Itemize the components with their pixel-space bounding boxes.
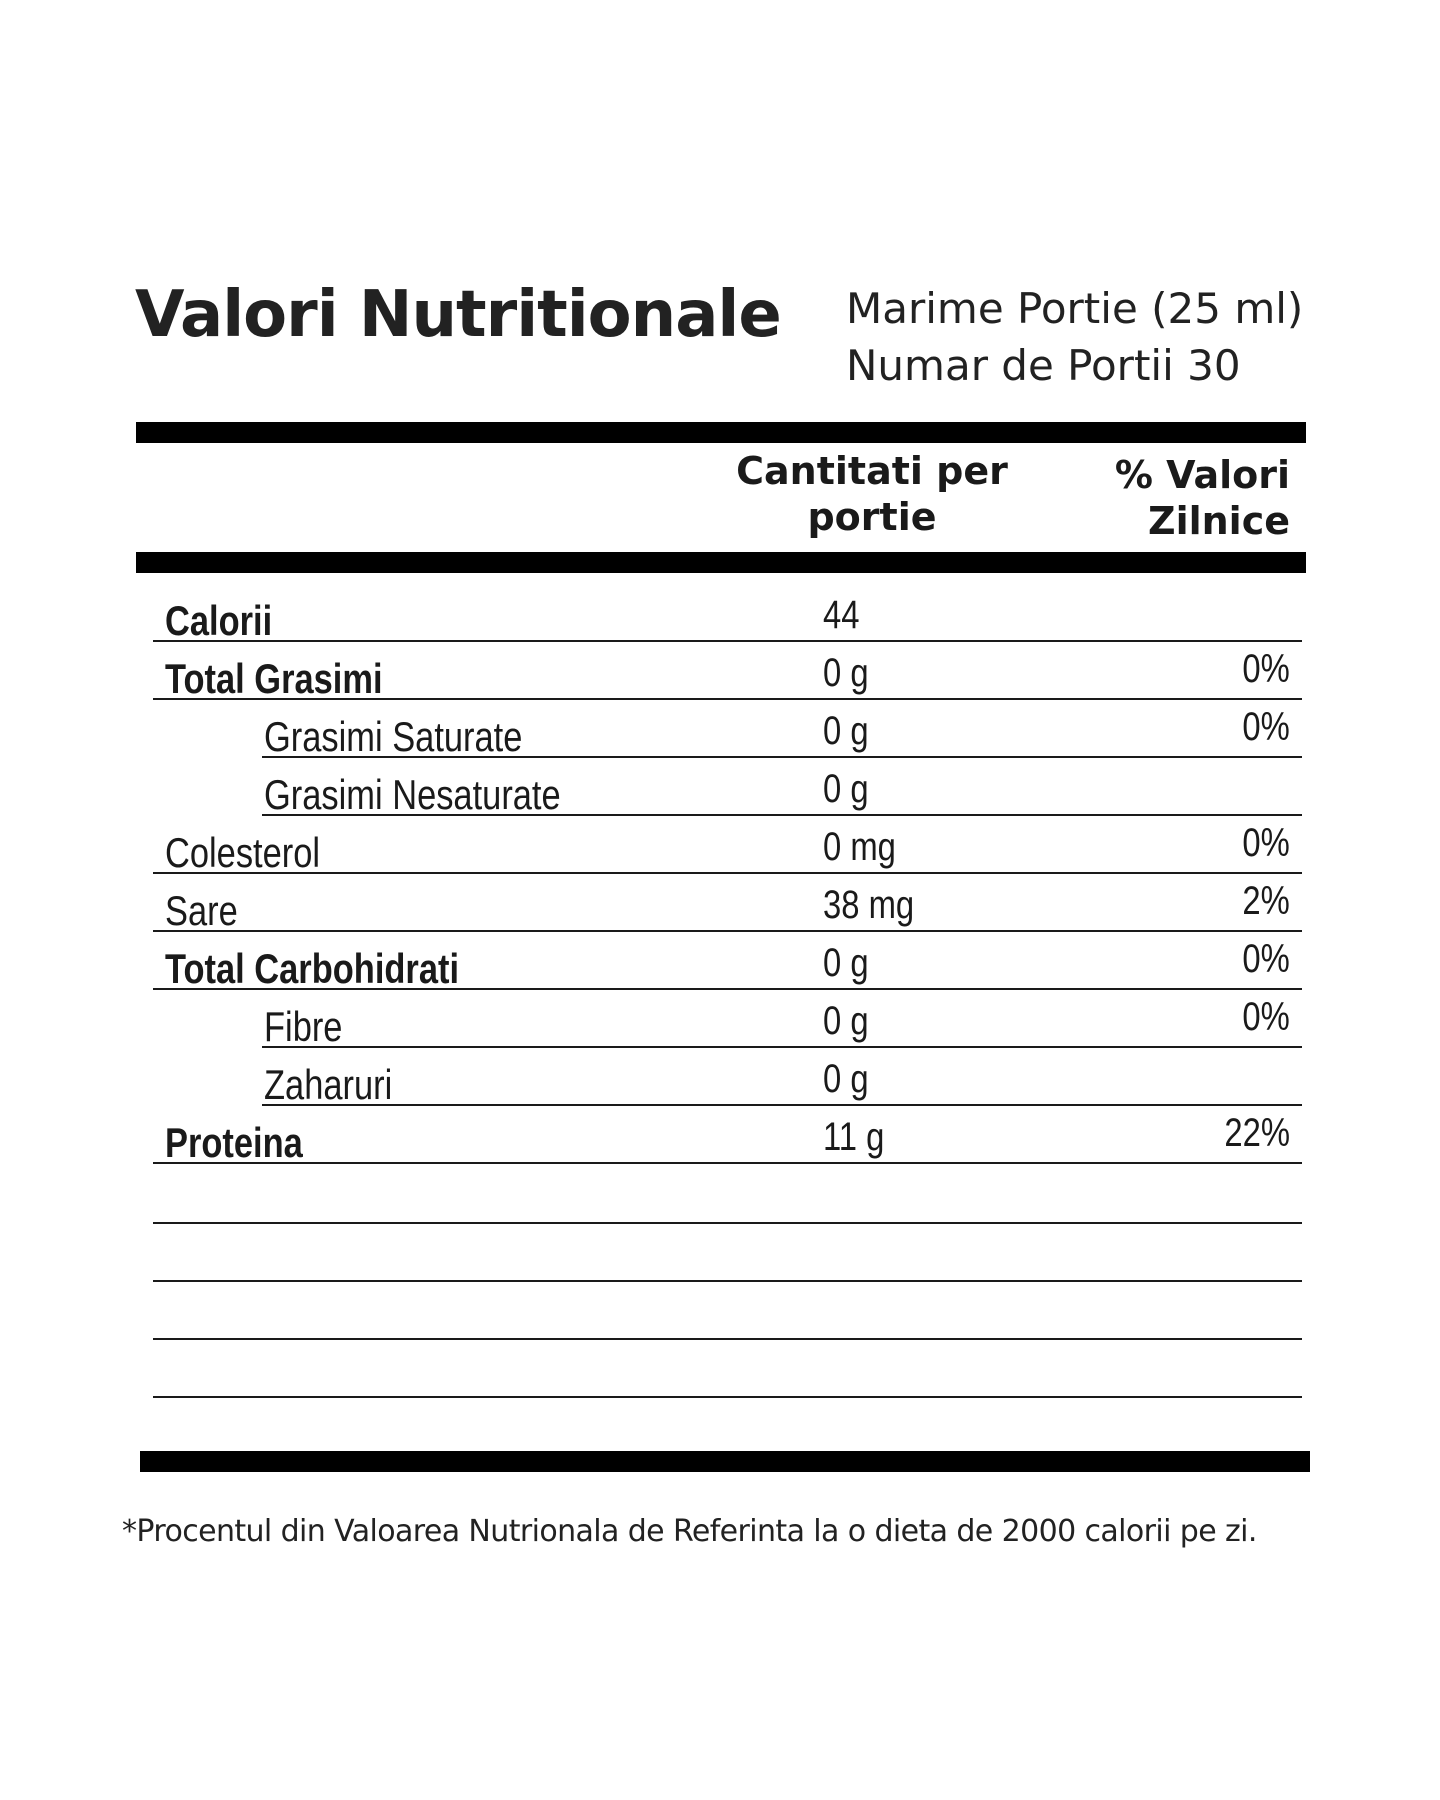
daily-value-column-header: % Valori Zilnice bbox=[1060, 452, 1290, 544]
amount-header-line1: Cantitati per bbox=[736, 449, 1008, 493]
nutrient-row-grasimi-nesaturate: Grasimi Nesaturate 0 g bbox=[262, 758, 1302, 818]
footnote: *Procentul din Valoarea Nutrionala de Re… bbox=[122, 1514, 1257, 1549]
empty-rule-line bbox=[153, 1338, 1302, 1340]
nutrient-name: Sare bbox=[165, 887, 238, 934]
top-divider bbox=[136, 422, 1306, 443]
nutrient-daily-value: 0% bbox=[1242, 995, 1290, 1039]
nutrient-row-calorii: Calorii 44 bbox=[153, 584, 1302, 644]
nutrient-row-zaharuri: Zaharuri 0 g bbox=[262, 1048, 1302, 1108]
label-title: Valori Nutritionale bbox=[135, 278, 782, 352]
nutrient-amount: 0 g bbox=[823, 651, 869, 695]
nutrient-daily-value: 0% bbox=[1242, 937, 1290, 981]
nutrient-row-grasimi-saturate: Grasimi Saturate 0 g 0% bbox=[262, 700, 1302, 760]
nutrient-row-sare: Sare 38 mg 2% bbox=[153, 874, 1302, 934]
nutrient-name: Colesterol bbox=[165, 829, 321, 876]
nutrient-name: Zaharuri bbox=[264, 1061, 393, 1108]
dv-header-line2: Zilnice bbox=[1148, 499, 1290, 543]
nutrient-row-total-carbohidrati: Total Carbohidrati 0 g 0% bbox=[153, 932, 1302, 992]
nutrient-name: Grasimi Nesaturate bbox=[264, 771, 561, 818]
nutrient-amount: 0 g bbox=[823, 709, 869, 753]
empty-rule-line bbox=[153, 1280, 1302, 1282]
bottom-divider bbox=[140, 1451, 1310, 1472]
nutrient-name: Grasimi Saturate bbox=[264, 713, 523, 760]
nutrient-amount: 0 mg bbox=[823, 825, 896, 869]
empty-rule-line bbox=[153, 1396, 1302, 1398]
header-divider bbox=[136, 552, 1306, 573]
serving-info: Marime Portie (25 ml) Numar de Portii 30 bbox=[846, 280, 1303, 394]
nutrient-row-proteina: Proteina 11 g 22% bbox=[153, 1106, 1302, 1166]
nutrient-daily-value: 2% bbox=[1242, 879, 1290, 923]
nutrient-amount: 11 g bbox=[823, 1115, 885, 1159]
nutrient-name: Total Carbohidrati bbox=[165, 945, 460, 992]
empty-rule-line bbox=[153, 1222, 1302, 1224]
nutrient-daily-value: 0% bbox=[1242, 647, 1290, 691]
nutrient-amount: 0 g bbox=[823, 941, 869, 985]
nutrient-amount: 38 mg bbox=[823, 883, 915, 927]
nutrient-daily-value: 0% bbox=[1242, 821, 1290, 865]
nutrient-amount: 0 g bbox=[823, 1057, 869, 1101]
nutrient-name: Proteina bbox=[165, 1119, 303, 1166]
nutrient-amount: 0 g bbox=[823, 767, 869, 811]
nutrient-daily-value: 0% bbox=[1242, 705, 1290, 749]
nutrient-name: Total Grasimi bbox=[165, 655, 383, 702]
nutrient-row-total-grasimi: Total Grasimi 0 g 0% bbox=[153, 642, 1302, 702]
nutrient-row-fibre: Fibre 0 g 0% bbox=[262, 990, 1302, 1050]
nutrient-amount: 44 bbox=[823, 593, 860, 637]
nutrient-daily-value: 22% bbox=[1224, 1111, 1290, 1155]
amount-column-header: Cantitati per portie bbox=[712, 448, 1032, 540]
amount-header-line2: portie bbox=[807, 495, 937, 539]
nutrient-row-colesterol: Colesterol 0 mg 0% bbox=[153, 816, 1302, 876]
nutrient-name: Fibre bbox=[264, 1003, 343, 1050]
serving-size: Marime Portie (25 ml) bbox=[846, 284, 1304, 333]
nutrient-name: Calorii bbox=[165, 597, 273, 644]
nutrient-amount: 0 g bbox=[823, 999, 869, 1043]
servings-count: Numar de Portii 30 bbox=[846, 341, 1241, 390]
dv-header-line1: % Valori bbox=[1114, 453, 1290, 497]
